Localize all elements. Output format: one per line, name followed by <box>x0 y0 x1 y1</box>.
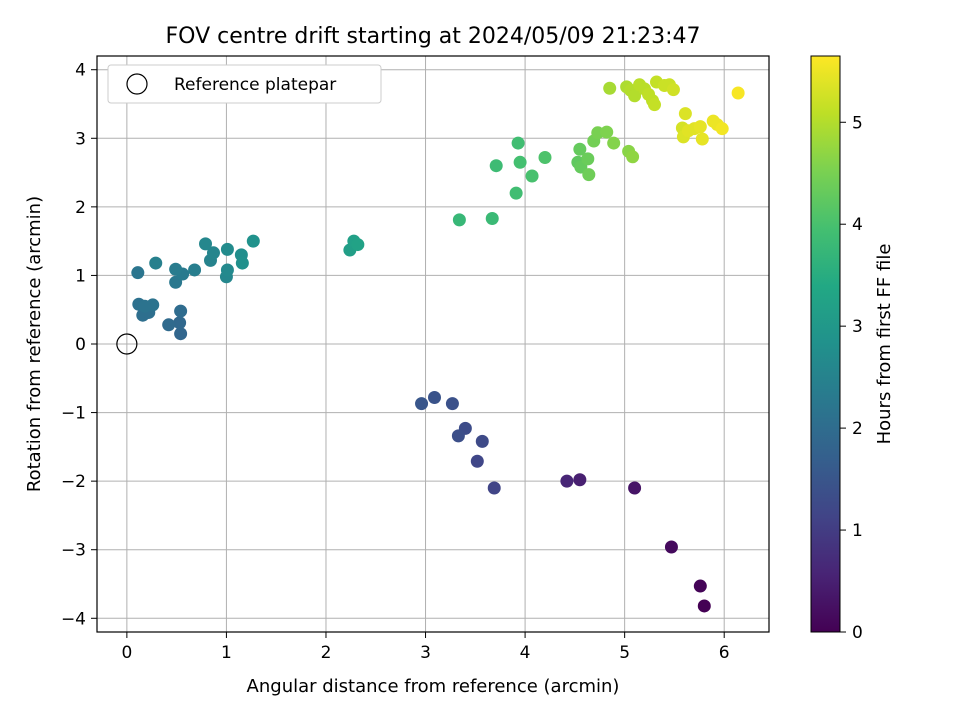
data-point <box>648 98 662 112</box>
data-point <box>695 132 709 146</box>
legend: Reference platepar <box>107 64 382 104</box>
colorbar-gradient <box>810 55 841 633</box>
data-point <box>485 212 499 226</box>
y-tick-label: 2 <box>75 198 86 218</box>
x-tick-label: 4 <box>520 643 531 663</box>
data-point <box>452 213 466 227</box>
data-point <box>582 168 596 182</box>
data-point <box>731 86 745 100</box>
data-point <box>351 238 365 252</box>
y-tick-label: −2 <box>61 472 86 492</box>
colorbar-label: Hours from first FF file <box>874 244 895 445</box>
colorbar-tick-label: 4 <box>852 215 863 235</box>
data-point <box>511 136 525 150</box>
data-point <box>162 318 176 332</box>
legend-box <box>107 64 382 104</box>
x-tick-label: 3 <box>420 643 431 663</box>
data-point <box>220 263 234 277</box>
y-axis-label: Rotation from reference (arcmin) <box>24 196 45 492</box>
colorbar-tick-label: 5 <box>852 113 863 133</box>
data-point <box>666 83 680 97</box>
chart-title: FOV centre drift starting at 2024/05/09 … <box>166 24 701 49</box>
x-tick-label: 5 <box>619 643 630 663</box>
data-point <box>475 434 489 448</box>
data-point <box>415 397 429 411</box>
data-point <box>199 237 213 251</box>
x-axis-label: Angular distance from reference (arcmin) <box>247 676 620 697</box>
y-tick-label: 0 <box>75 335 86 355</box>
x-tick-label: 6 <box>719 643 730 663</box>
data-point <box>445 397 459 411</box>
y-tick-label: 3 <box>75 129 86 149</box>
data-point <box>581 152 595 166</box>
data-point <box>573 142 587 156</box>
y-tick-label: −4 <box>61 609 86 629</box>
data-point <box>206 246 220 260</box>
data-point <box>525 169 539 183</box>
data-point <box>513 155 527 169</box>
data-point <box>174 304 188 318</box>
data-point <box>487 481 501 495</box>
data-point <box>138 299 152 313</box>
data-point <box>174 327 188 341</box>
data-point <box>560 474 574 488</box>
data-point <box>693 579 707 593</box>
data-point <box>131 266 145 280</box>
colorbar-tick-label: 3 <box>852 317 863 337</box>
y-tick-label: 1 <box>75 266 86 286</box>
data-point <box>509 186 523 200</box>
data-point <box>715 122 729 136</box>
y-tick-label: 4 <box>75 61 86 81</box>
legend-marker-reference <box>126 73 148 95</box>
data-point <box>628 481 642 495</box>
data-point <box>427 390 441 404</box>
plot-area: 0 1 2 3 4 5 6 −4 −3 −2 −1 0 1 2 3 4 <box>61 55 770 663</box>
data-point <box>697 599 711 613</box>
data-point <box>169 262 183 276</box>
data-point <box>538 150 552 164</box>
x-tick-label: 2 <box>321 643 332 663</box>
data-point <box>220 242 234 256</box>
data-point <box>173 316 187 330</box>
data-point <box>603 81 617 95</box>
data-point <box>246 234 260 248</box>
data-point <box>451 429 465 443</box>
x-tick-label: 1 <box>221 643 232 663</box>
data-point <box>235 256 249 270</box>
data-point <box>149 256 163 270</box>
data-point <box>664 540 678 554</box>
data-point <box>489 159 503 173</box>
data-point <box>628 89 642 103</box>
data-point <box>470 454 484 468</box>
y-tick-label: −3 <box>61 541 86 561</box>
colorbar-tick-label: 2 <box>852 419 863 439</box>
data-point <box>573 473 587 487</box>
colorbar-tick-label: 0 <box>852 623 863 643</box>
y-tick-label: −1 <box>61 404 86 424</box>
data-point <box>188 263 202 277</box>
colorbar-tick-label: 1 <box>852 521 863 541</box>
reference-platepar-marker <box>116 333 138 355</box>
data-point <box>678 107 692 121</box>
x-tick-label: 0 <box>121 643 132 663</box>
data-point <box>607 136 621 150</box>
legend-label-reference: Reference platepar <box>174 75 336 95</box>
data-point <box>600 125 614 139</box>
data-point <box>626 150 640 164</box>
data-point <box>693 120 707 134</box>
colorbar: 0 1 2 3 4 5 Hours from first FF file <box>810 55 895 643</box>
